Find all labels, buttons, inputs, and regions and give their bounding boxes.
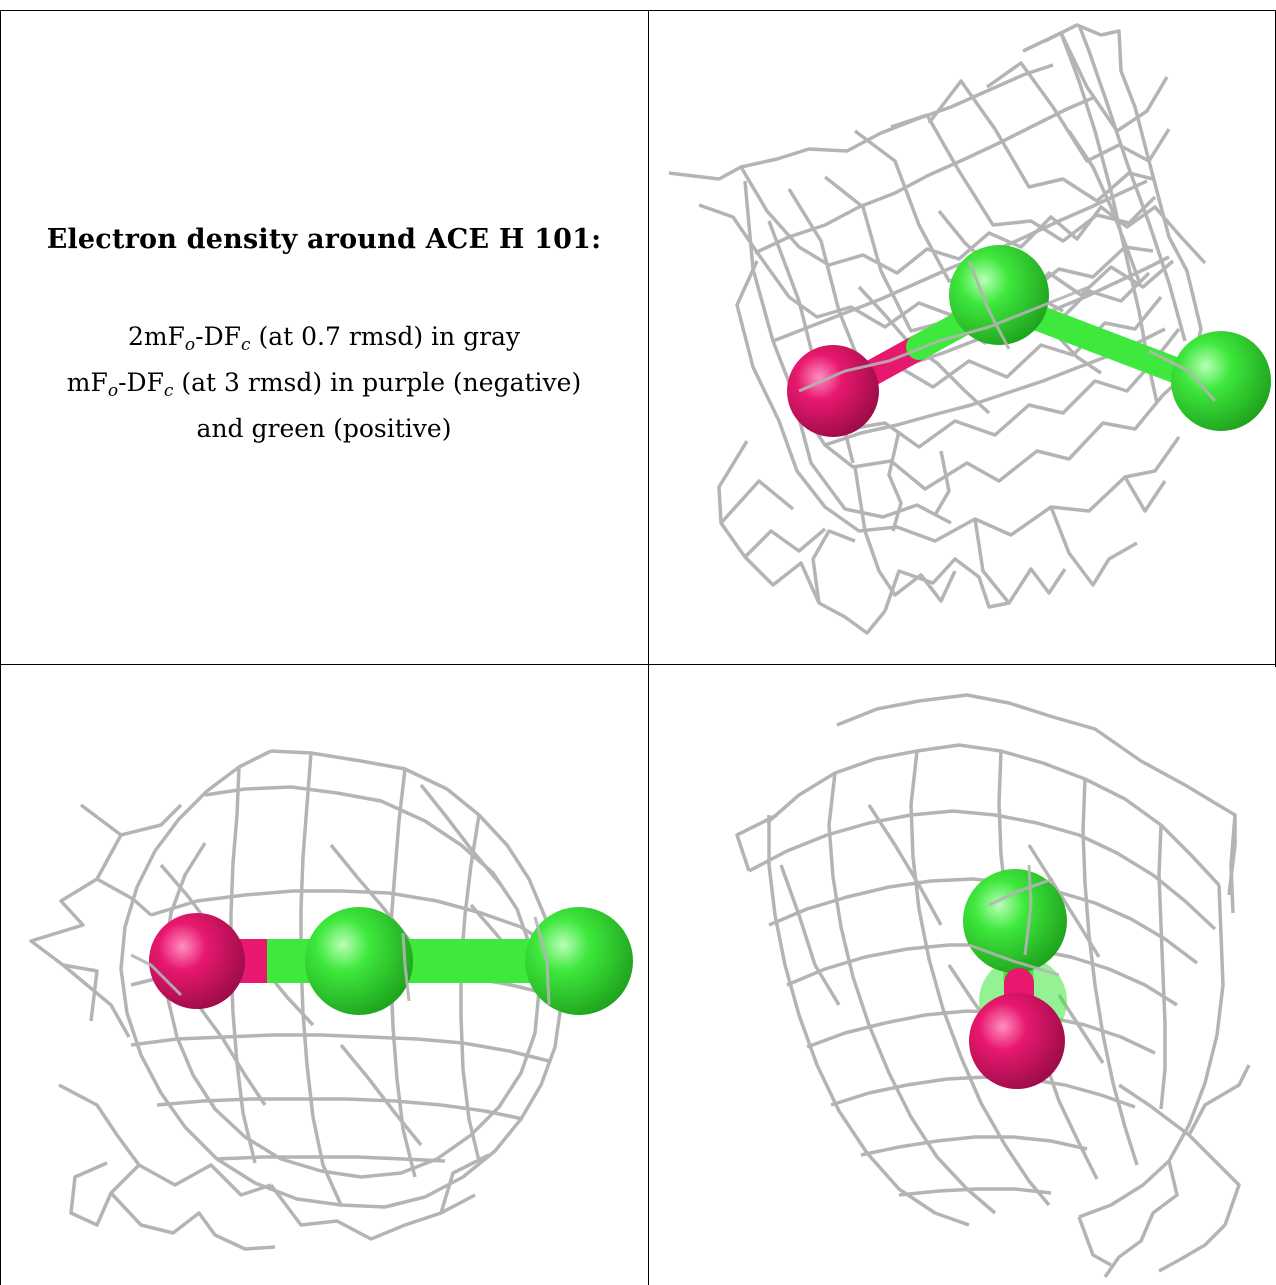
caption-title: Electron density around ACE H 101:	[46, 224, 602, 255]
view-bottom-right	[735, 693, 1251, 1279]
atom-green-right	[525, 907, 633, 1015]
atom-model	[787, 245, 1271, 437]
caption-line-2mfo: 2mFo-DFc (at 0.7 rmsd) in gray	[127, 322, 521, 355]
caption-line-mfo: mFo-DFc (at 3 rmsd) in purple (negative)	[66, 368, 582, 401]
density-mesh	[29, 749, 563, 1251]
caption-legend: 2mFo-DFc (at 0.7 rmsd) in gray mFo-DFc (…	[0, 318, 648, 447]
view-top-right	[668, 23, 1271, 635]
atom-model	[963, 869, 1067, 1089]
atom-model	[149, 907, 633, 1015]
frame-divider-horizontal	[0, 664, 1276, 665]
caption-panel: Electron density around ACE H 101: 2mFo-…	[0, 0, 648, 664]
caption-line-positive: and green (positive)	[196, 414, 452, 443]
atom-magenta	[969, 993, 1065, 1089]
atom-green-top	[963, 869, 1067, 973]
atom-green-center	[305, 907, 413, 1015]
atom-green-right	[1171, 331, 1271, 431]
density-mesh	[668, 23, 1207, 635]
frame-top	[0, 10, 1276, 11]
atom-magenta	[149, 913, 245, 1009]
frame-left	[0, 10, 1, 1285]
frame-divider-vertical	[648, 10, 649, 1285]
view-bottom-left	[29, 749, 633, 1251]
